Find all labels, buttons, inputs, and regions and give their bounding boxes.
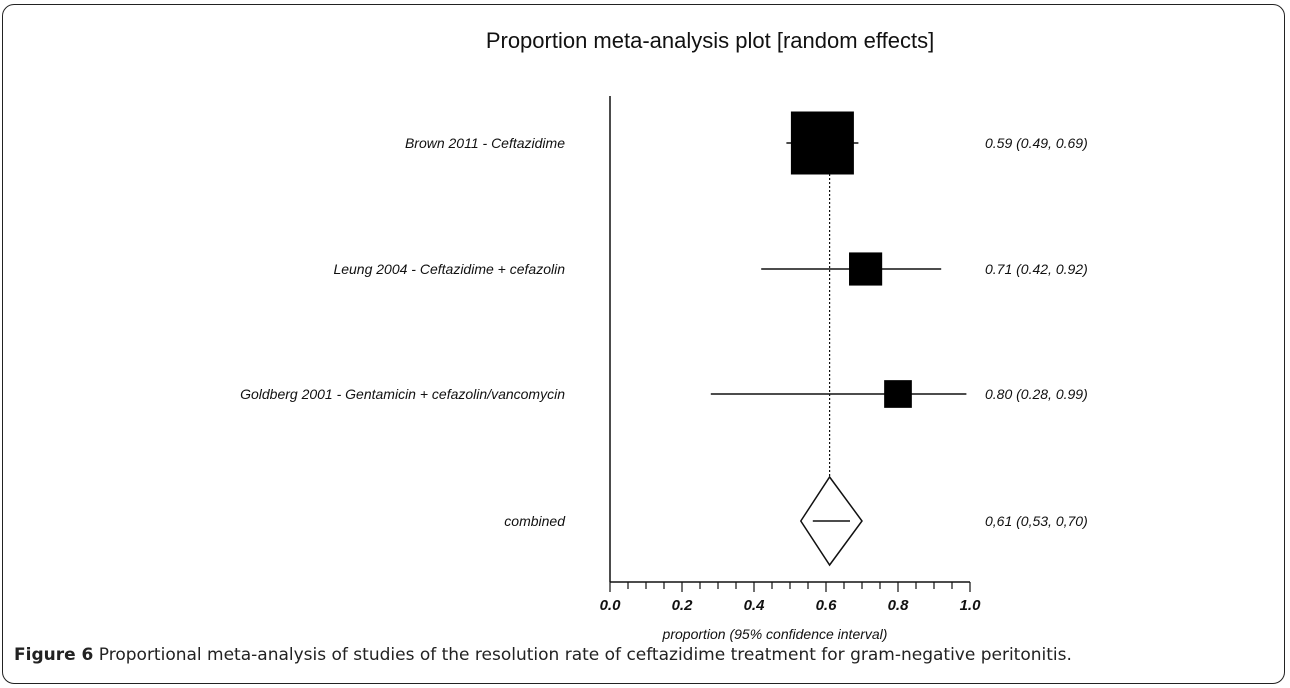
study-marker xyxy=(884,380,912,408)
x-tick-label: 0.4 xyxy=(744,597,766,614)
x-tick-label: 0.2 xyxy=(672,597,694,614)
combined-label: combined xyxy=(504,513,566,529)
x-axis-label: proportion (95% confidence interval) xyxy=(662,626,888,642)
study-ci-text: 0.71 (0.42, 0.92) xyxy=(985,261,1088,277)
study-label: Goldberg 2001 - Gentamicin + cefazolin/v… xyxy=(240,386,565,402)
x-tick-label: 0.8 xyxy=(888,597,910,614)
study-marker xyxy=(849,252,883,286)
study-ci-text: 0.80 (0.28, 0.99) xyxy=(985,386,1088,402)
figure-frame xyxy=(2,4,1285,684)
combined-ci-text: 0,61 (0,53, 0,70) xyxy=(985,513,1088,529)
study-label: Brown 2011 - Ceftazidime xyxy=(405,135,565,151)
x-tick-label: 1.0 xyxy=(960,597,982,614)
chart-title: Proportion meta-analysis plot [random ef… xyxy=(485,28,935,53)
figure-label: Figure 6 xyxy=(14,645,94,665)
x-tick-label: 0.0 xyxy=(600,597,622,614)
study-label: Leung 2004 - Ceftazidime + cefazolin xyxy=(333,261,565,277)
caption-text: Proportional meta-analysis of studies of… xyxy=(98,645,1072,665)
study-ci-text: 0.59 (0.49, 0.69) xyxy=(985,135,1088,151)
x-tick-label: 0.6 xyxy=(816,597,838,614)
figure-caption: Figure 6 Proportional meta-analysis of s… xyxy=(14,645,1072,665)
study-marker xyxy=(790,111,854,175)
